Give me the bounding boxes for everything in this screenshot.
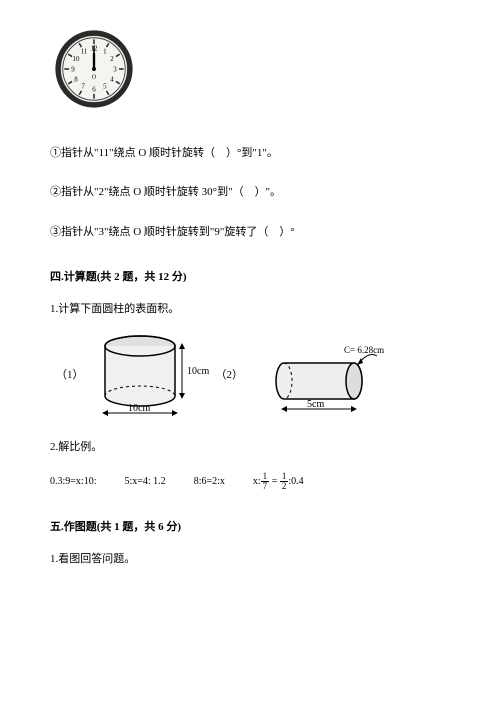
section-4-q2: 2.解比例。 (50, 439, 450, 457)
svg-text:10cm: 10cm (128, 403, 150, 414)
svg-text:7: 7 (81, 83, 85, 91)
svg-text:10cm: 10cm (187, 366, 209, 377)
svg-text:11: 11 (80, 47, 87, 55)
section-4-q1: 1.计算下面圆柱的表面积。 (50, 301, 450, 319)
q1-prefix: ①指针从"11"绕点 O 顺时针旋转（ (50, 147, 215, 159)
ratio-c: 8:6=2:x (194, 474, 225, 490)
q2-mid: ）"。 (255, 186, 282, 198)
clock-svg: 12 1 2 3 4 5 6 7 8 9 10 11 O (55, 30, 133, 108)
fig2-label: （2） (216, 367, 244, 385)
clock-center-dot (92, 67, 96, 71)
svg-text:2: 2 (110, 55, 114, 63)
question-2: ②指针从"2"绕点 O 顺时针旋转 30°到"（ ）"。 (50, 184, 450, 202)
ratio-a: 0.3:9=x:10: (50, 474, 96, 490)
q3-prefix: ③指针从"3"绕点 O 顺时针旋转到"9"旋转了（ (50, 226, 268, 238)
section-4-title: 四.计算题(共 2 题，共 12 分) (50, 269, 450, 287)
svg-text:10: 10 (73, 55, 81, 63)
svg-text:8: 8 (74, 75, 78, 83)
question-1: ①指针从"11"绕点 O 顺时针旋转（ ）°到"1"。 (50, 145, 450, 163)
q2-prefix: ②指针从"2"绕点 O 顺时针旋转 30°到"（ (50, 186, 244, 198)
section-5-q1: 1.看图回答问题。 (50, 551, 450, 569)
fig1-label: （1） (56, 367, 84, 385)
ratio-b: 5:x=4: 1.2 (124, 474, 165, 490)
clock-figure: 12 1 2 3 4 5 6 7 8 9 10 11 O (55, 30, 450, 115)
clock-center-label: O (92, 73, 97, 80)
svg-text:C= 6.28cm: C= 6.28cm (344, 345, 384, 355)
svg-text:5cm: 5cm (307, 399, 324, 410)
cylinder-1: 10cm 10cm (90, 331, 210, 421)
question-3: ③指针从"3"绕点 O 顺时针旋转到"9"旋转了（ ）° (50, 224, 450, 242)
svg-text:4: 4 (110, 75, 114, 83)
svg-text:6: 6 (92, 86, 96, 94)
svg-text:1: 1 (103, 47, 107, 55)
q3-mid: ）° (279, 226, 294, 238)
svg-text:3: 3 (113, 65, 117, 73)
ratio-problems: 0.3:9=x:10: 5:x=4: 1.2 8:6=2:x x:17 = 12… (50, 472, 450, 491)
cylinder-2: C= 6.28cm 5cm (249, 341, 389, 421)
ratio-d: x:17 = 12:0.4 (253, 472, 304, 491)
cylinder-figures: （1） 10cm 10cm （2） C= 6.28cm 5cm (50, 331, 450, 421)
q1-mid: ）°到"1"。 (226, 147, 278, 159)
svg-text:9: 9 (71, 65, 75, 73)
section-5-title: 五.作图题(共 1 题，共 6 分) (50, 519, 450, 537)
svg-text:5: 5 (103, 83, 107, 91)
